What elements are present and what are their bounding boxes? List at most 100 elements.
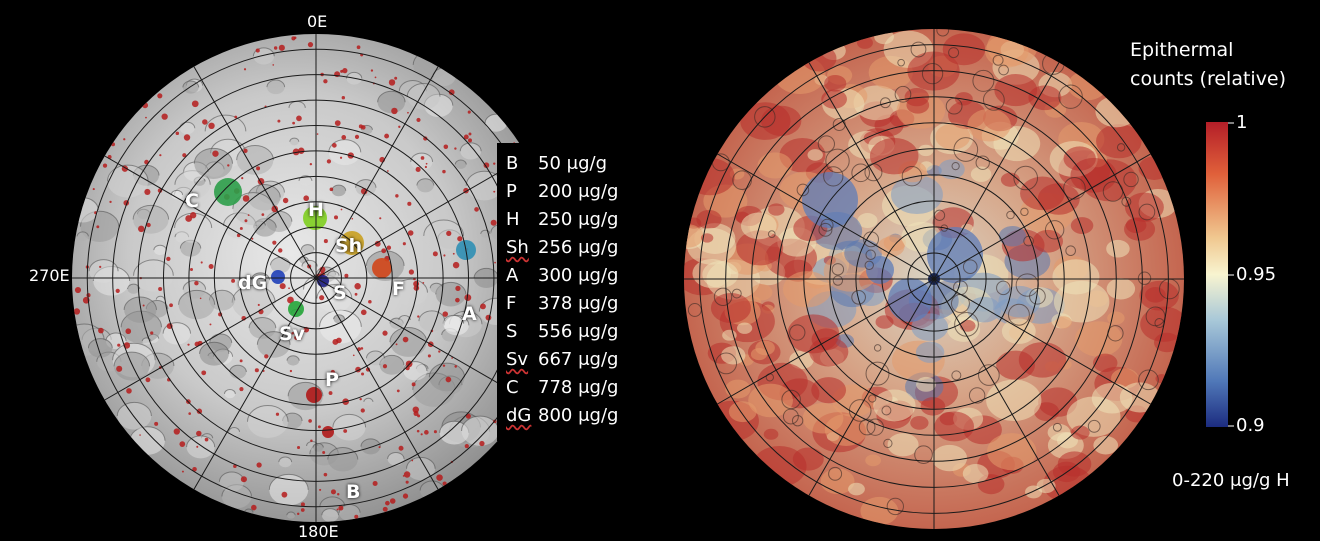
red-spot — [323, 79, 328, 84]
crater-rim — [897, 58, 905, 67]
crater-rim — [346, 71, 363, 79]
crater-rim — [998, 64, 1009, 76]
red-spot — [92, 188, 95, 191]
crater-rim — [402, 361, 428, 372]
red-spot — [411, 459, 414, 462]
red-spot — [368, 299, 372, 304]
left-graticule — [72, 34, 560, 522]
red-spot — [142, 304, 145, 307]
colorbar-title-line1: Epithermal — [1130, 39, 1234, 61]
crater-marker-p — [306, 387, 322, 403]
crater-shade — [257, 331, 291, 358]
red-spot — [354, 134, 360, 139]
red-spot — [254, 368, 259, 373]
crater-rim — [868, 394, 877, 403]
red-spot — [98, 327, 104, 334]
red-spot — [493, 190, 496, 193]
crater-label-sv: Sv — [279, 323, 306, 345]
crater-rim — [823, 166, 844, 187]
count-patch — [935, 123, 971, 150]
crater-shade — [232, 192, 274, 226]
red-spot — [338, 505, 344, 511]
red-spot — [282, 197, 289, 204]
legend-row: H 250 μg/g — [497, 209, 649, 233]
crater-rim — [1138, 369, 1159, 391]
count-patch — [869, 137, 919, 175]
red-spot — [319, 295, 325, 301]
red-spot — [204, 437, 209, 442]
crater-rim — [940, 224, 949, 232]
red-spot — [356, 45, 361, 50]
crater-rim — [951, 370, 962, 381]
red-spot — [247, 214, 250, 217]
count-patch — [1139, 280, 1179, 311]
crater-rim — [316, 284, 353, 299]
red-spot — [443, 254, 446, 257]
crater-rim — [393, 278, 428, 293]
red-spot — [329, 187, 334, 192]
crater-shade — [88, 338, 113, 358]
red-spot — [179, 441, 186, 447]
red-spot — [323, 239, 328, 244]
crater-rim — [112, 342, 156, 361]
red-spot — [200, 261, 203, 264]
red-spot — [387, 170, 389, 172]
red-spot — [125, 328, 132, 335]
crater-label-sh: Sh — [335, 235, 363, 257]
red-spot — [417, 315, 420, 318]
red-spot — [402, 242, 406, 246]
graticule-meridian — [104, 155, 528, 401]
crater-shade — [423, 219, 464, 252]
crater-shade — [153, 245, 167, 256]
count-patch — [1138, 156, 1170, 180]
red-spot — [405, 480, 409, 484]
crater-rim — [713, 287, 733, 307]
crater-label-b: B — [346, 481, 361, 503]
red-spot — [395, 343, 398, 346]
red-spot — [185, 215, 193, 222]
legend-key: C — [506, 377, 519, 398]
red-spot — [433, 430, 437, 434]
red-spot — [442, 169, 446, 174]
red-spot — [465, 413, 471, 419]
red-spot — [255, 48, 260, 53]
red-spot — [463, 134, 469, 140]
legend-key: A — [506, 265, 519, 286]
colorbar-title: Epithermal counts (relative) — [1130, 36, 1286, 94]
crater-rim — [883, 438, 893, 449]
red-spot — [169, 303, 173, 308]
crater-rim — [1065, 245, 1076, 257]
count-patch — [1107, 311, 1125, 325]
red-spot — [354, 514, 359, 519]
crater-label-a: A — [462, 303, 477, 325]
red-spot — [455, 285, 461, 291]
legend-key: Sh — [506, 237, 529, 258]
red-spot — [208, 264, 214, 269]
crater-shade — [327, 447, 358, 472]
crater-rim — [1020, 207, 1029, 217]
colorbar-label-top: 1 — [1236, 112, 1248, 133]
count-patch — [916, 376, 936, 392]
red-spot — [479, 440, 485, 447]
red-spot — [182, 153, 187, 158]
count-patch — [967, 108, 1011, 142]
red-spot — [316, 133, 319, 135]
crater-rim — [223, 389, 236, 394]
red-spot — [333, 215, 339, 220]
red-spot — [382, 330, 388, 336]
crater-rim — [982, 89, 1005, 111]
crater-shade — [232, 285, 276, 320]
crater-shade — [286, 512, 296, 519]
crater-rim — [865, 361, 890, 386]
crater-rim — [186, 435, 216, 448]
crater-rim — [418, 310, 446, 322]
red-spot — [194, 280, 199, 286]
red-spot — [379, 217, 382, 220]
crater-rim — [170, 189, 184, 195]
crater-label-h: H — [308, 199, 324, 221]
crater-rim — [423, 219, 465, 236]
red-spot — [360, 309, 367, 316]
red-spot — [339, 156, 343, 159]
legend-value: 778 μg/g — [538, 377, 619, 398]
crater-rim — [236, 145, 274, 161]
